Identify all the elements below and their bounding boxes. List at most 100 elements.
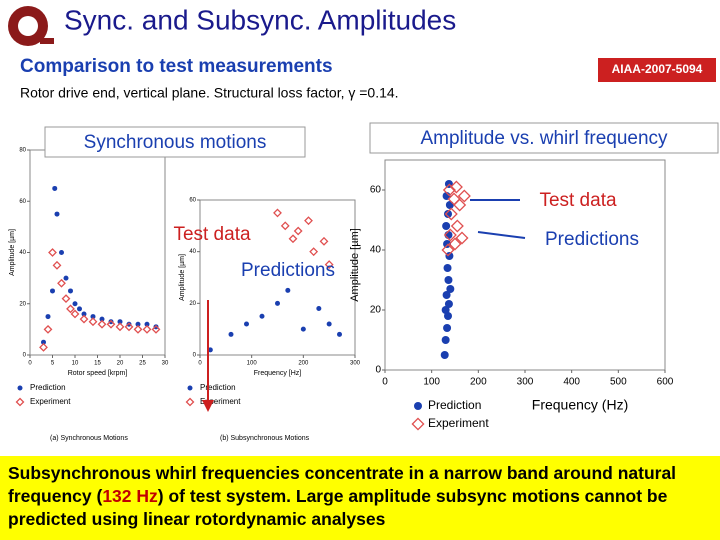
marker-circle bbox=[81, 311, 87, 317]
x-tick-label: 25 bbox=[139, 361, 146, 367]
logo bbox=[8, 6, 54, 46]
y-tick-label: 80 bbox=[19, 148, 26, 154]
marker-circle bbox=[228, 331, 234, 337]
x-tick-label: 100 bbox=[247, 361, 258, 367]
marker-circle bbox=[446, 285, 455, 293]
marker-diamond bbox=[304, 216, 313, 226]
marker-diamond bbox=[115, 322, 125, 332]
legend-label: Experiment bbox=[200, 397, 241, 406]
legend-label: Prediction bbox=[30, 383, 66, 392]
callout-box bbox=[44, 126, 306, 158]
y-tick-label: 60 bbox=[189, 198, 196, 204]
callout: Predictions bbox=[241, 260, 335, 281]
x-tick-label: 20 bbox=[117, 361, 124, 367]
y-tick-label: 40 bbox=[19, 250, 26, 256]
legend-label: Prediction bbox=[428, 398, 481, 412]
marker-circle bbox=[443, 264, 452, 272]
marker-circle bbox=[50, 288, 55, 294]
marker-circle bbox=[244, 321, 249, 327]
marker-circle bbox=[90, 314, 96, 320]
marker-circle bbox=[442, 291, 451, 299]
marker-circle bbox=[59, 250, 64, 255]
marker-diamond bbox=[449, 180, 463, 194]
marker-circle bbox=[444, 300, 453, 308]
x-tick-label: 400 bbox=[563, 377, 580, 388]
marker-diamond bbox=[79, 314, 89, 324]
x-tick-label: 500 bbox=[610, 377, 627, 388]
marker-diamond bbox=[319, 236, 329, 246]
marker-diamond bbox=[293, 226, 303, 236]
marker-circle bbox=[99, 316, 105, 322]
marker-diamond bbox=[124, 322, 134, 332]
x-tick-label: 0 bbox=[198, 361, 202, 367]
marker-circle bbox=[68, 288, 73, 294]
callout: Predictions bbox=[545, 229, 639, 250]
marker-circle bbox=[77, 306, 82, 312]
marker-circle bbox=[326, 321, 332, 327]
caption: (a) Synchronous Motions bbox=[50, 435, 128, 442]
marker-circle bbox=[285, 287, 291, 293]
marker-diamond bbox=[48, 248, 57, 257]
x-tick-label: 200 bbox=[470, 377, 487, 388]
y-tick-label: 0 bbox=[23, 353, 27, 359]
callout: Test data bbox=[539, 190, 617, 211]
legend-marker bbox=[414, 402, 422, 410]
y-tick-label: 60 bbox=[370, 185, 382, 196]
marker-circle bbox=[445, 252, 454, 260]
arrow-head bbox=[202, 400, 214, 412]
marker-diamond bbox=[441, 243, 455, 257]
marker-circle bbox=[52, 185, 58, 191]
footer-text: ) of test system. Large amplitude subsyn… bbox=[8, 486, 668, 529]
marker-diamond bbox=[43, 324, 53, 334]
tag-box bbox=[598, 58, 716, 82]
y-tick-label: 20 bbox=[370, 305, 382, 316]
marker-circle bbox=[45, 314, 51, 320]
note: Rotor drive end, vertical plane. Structu… bbox=[20, 85, 399, 101]
caption: (b) Subsynchronous Motions bbox=[220, 435, 310, 442]
marker-circle bbox=[445, 201, 454, 209]
marker-circle bbox=[337, 331, 342, 337]
marker-diamond bbox=[280, 221, 290, 231]
footer-highlight: 132 Hz bbox=[102, 486, 158, 506]
y-tick-label: 40 bbox=[370, 245, 382, 256]
marker-diamond bbox=[448, 237, 462, 251]
marker-circle bbox=[444, 231, 453, 239]
marker-diamond bbox=[70, 309, 80, 319]
marker-diamond bbox=[133, 324, 143, 334]
x-tick-label: 0 bbox=[382, 377, 388, 388]
marker-diamond bbox=[97, 319, 107, 329]
callout-box bbox=[369, 122, 719, 154]
x-tick-label: 30 bbox=[162, 361, 169, 367]
pointer bbox=[477, 231, 526, 239]
slide-canvas: Sync. and Subsync. Amplitudes Comparison… bbox=[8, 4, 719, 442]
marker-diamond bbox=[61, 294, 71, 304]
marker-circle bbox=[63, 275, 69, 281]
x-tick-label: 200 bbox=[298, 361, 309, 367]
x-tick-label: 10 bbox=[72, 361, 79, 367]
x-tick-label: 5 bbox=[51, 361, 55, 367]
x-axis-label: Rotor speed [krpm] bbox=[68, 370, 128, 377]
marker-circle bbox=[54, 211, 60, 217]
marker-circle bbox=[41, 339, 46, 345]
x-tick-label: 600 bbox=[657, 377, 674, 388]
marker-diamond bbox=[442, 183, 456, 197]
x-tick-label: 300 bbox=[350, 361, 361, 367]
marker-circle bbox=[444, 312, 452, 320]
legend-label: Prediction bbox=[200, 383, 236, 392]
legend-marker bbox=[185, 397, 195, 407]
marker-circle bbox=[440, 351, 449, 359]
marker-diamond bbox=[447, 192, 461, 206]
marker-circle bbox=[135, 321, 141, 327]
marker-diamond bbox=[66, 304, 75, 314]
marker-circle bbox=[442, 222, 451, 230]
marker-circle bbox=[108, 319, 114, 325]
marker-circle bbox=[441, 306, 450, 314]
marker-diamond bbox=[106, 319, 116, 329]
marker-diamond bbox=[273, 208, 282, 218]
legend-marker bbox=[15, 397, 25, 407]
plot-area bbox=[199, 199, 356, 356]
subtitle: Comparison to test measurements bbox=[20, 56, 333, 77]
marker-circle bbox=[207, 347, 213, 353]
marker-diamond bbox=[52, 260, 62, 270]
